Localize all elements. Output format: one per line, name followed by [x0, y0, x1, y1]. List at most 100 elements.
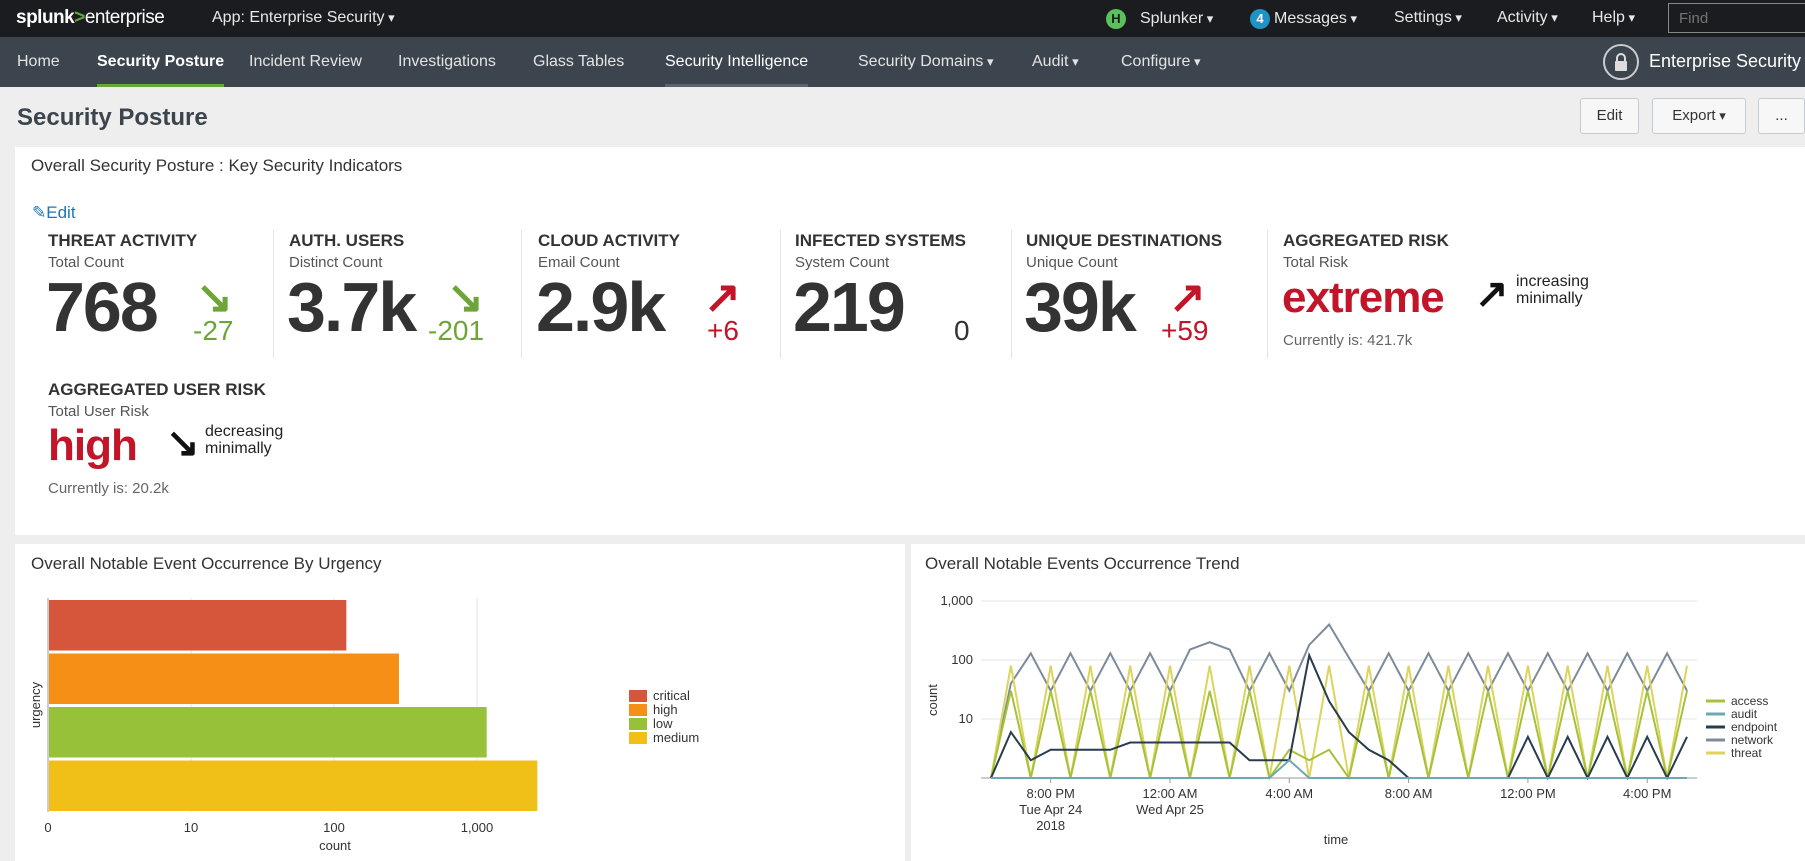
x-tick-label: 2018: [1036, 818, 1065, 833]
kpi-panel-title: Overall Security Posture : Key Security …: [31, 156, 403, 175]
trend-panel: [911, 544, 1805, 861]
arrow-down-right-icon: ↘: [196, 273, 233, 322]
aggregated-user-risk-level: high: [48, 421, 138, 470]
legend-label-network: network: [1731, 733, 1774, 747]
settings-menu[interactable]: Settings: [1394, 9, 1462, 27]
legend-label-audit: audit: [1731, 707, 1758, 721]
y-axis-label: count: [925, 684, 940, 716]
kpi-auth-users-delta: -201: [428, 315, 485, 346]
kpi-panel: [15, 147, 1805, 535]
x-axis-label: time: [1324, 832, 1349, 847]
kpi-unique-destinations-value: 39k: [1024, 268, 1137, 346]
legend-swatch-medium: [629, 732, 647, 744]
messages-menu[interactable]: 4 Messages: [1250, 9, 1357, 29]
legend-swatch-high: [629, 704, 647, 716]
kpi-divider: [1267, 230, 1268, 358]
kpi-threat-activity-delta: -27: [193, 315, 234, 346]
user-menu[interactable]: H Splunker: [1106, 9, 1213, 29]
find-input[interactable]: [1668, 3, 1805, 33]
help-menu[interactable]: Help: [1592, 9, 1635, 27]
kpi-divider: [780, 230, 781, 358]
user-avatar: H: [1106, 9, 1126, 29]
aggregated-user-risk-current: Currently is: 20.2k: [48, 480, 169, 497]
legend-label-threat: threat: [1731, 746, 1762, 760]
legend-label-high: high: [653, 702, 678, 717]
splunk-logo[interactable]: splunk>enterprise: [16, 7, 165, 28]
aggregated-user-risk-trend: decreasing minimally: [205, 423, 284, 457]
nav-security-intelligence[interactable]: Security Intelligence: [665, 53, 809, 87]
lock-icon: [1603, 44, 1639, 80]
kpi-cloud-activity[interactable]: CLOUD ACTIVITY Email Count: [538, 231, 680, 271]
legend-label-medium: medium: [653, 730, 699, 745]
x-tick-label: 100: [323, 820, 345, 835]
nav-home[interactable]: Home: [17, 53, 60, 70]
x-tick-label: 4:00 AM: [1265, 786, 1313, 801]
legend-swatch-low: [629, 718, 647, 730]
aggregated-risk-level: extreme: [1282, 273, 1445, 322]
kpi-cloud-activity-delta: +6: [707, 315, 739, 346]
export-button[interactable]: Export: [1652, 98, 1746, 134]
kpi-infected-systems[interactable]: INFECTED SYSTEMS System Count: [795, 231, 966, 271]
app-nav-bar: Home Security Posture Incident Review In…: [0, 37, 1805, 87]
aggregated-risk-trend: increasing minimally: [1516, 273, 1589, 307]
kpi-cloud-activity-value: 2.9k: [536, 268, 666, 346]
kpi-edit-link[interactable]: ✎Edit: [32, 203, 76, 222]
legend-swatch-critical: [629, 690, 647, 702]
legend-label-critical: critical: [653, 688, 690, 703]
nav-configure[interactable]: Configure: [1121, 53, 1201, 71]
legend-label-endpoint: endpoint: [1731, 720, 1778, 734]
es-brand: Enterprise Security: [1603, 44, 1801, 80]
y-tick-label: 100: [951, 652, 973, 667]
bar-critical: [49, 600, 347, 651]
x-tick-label: 12:00 AM: [1143, 786, 1198, 801]
kpi-infected-systems-delta: 0: [954, 315, 970, 346]
nav-incident-review[interactable]: Incident Review: [249, 53, 362, 70]
nav-investigations[interactable]: Investigations: [398, 53, 496, 70]
urgency-panel-title: Overall Notable Event Occurrence By Urge…: [31, 554, 382, 573]
kpi-threat-activity-value: 768: [46, 268, 159, 346]
nav-security-posture[interactable]: Security Posture: [97, 53, 225, 87]
arrow-up-right-icon: ↗: [1475, 272, 1509, 316]
more-button[interactable]: ...: [1758, 98, 1805, 134]
kpi-auth-users[interactable]: AUTH. USERS Distinct Count: [289, 231, 405, 271]
x-tick-label: 8:00 AM: [1385, 786, 1433, 801]
kpi-divider: [521, 230, 522, 358]
kpi-divider: [1011, 230, 1012, 358]
arrow-up-right-icon: ↗: [1169, 273, 1206, 322]
nav-audit[interactable]: Audit: [1032, 53, 1079, 71]
arrow-down-right-icon: ↘: [166, 421, 200, 465]
kpi-aggregated-risk[interactable]: AGGREGATED RISK Total Risk: [1283, 231, 1449, 271]
y-axis-label: urgency: [28, 681, 43, 728]
legend-label-low: low: [653, 716, 673, 731]
arrow-up-right-icon: ↗: [704, 273, 741, 322]
kpi-divider: [273, 230, 274, 358]
series-line-audit: [991, 758, 1687, 779]
kpi-aggregated-user-risk[interactable]: AGGREGATED USER RISK Total User Risk: [48, 380, 266, 420]
y-tick-label: 10: [959, 711, 973, 726]
edit-button[interactable]: Edit: [1580, 98, 1639, 134]
x-axis-label: count: [319, 838, 351, 853]
series-line-access: [990, 690, 1688, 781]
x-tick-label: 4:00 PM: [1623, 786, 1671, 801]
x-tick-label: 1,000: [461, 820, 494, 835]
kpi-unique-destinations-delta: +59: [1161, 315, 1209, 346]
nav-security-domains[interactable]: Security Domains: [858, 53, 994, 71]
app-menu[interactable]: App: Enterprise Security: [212, 9, 395, 27]
trend-panel-title: Overall Notable Events Occurrence Trend: [925, 554, 1240, 573]
kpi-auth-users-value: 3.7k: [287, 268, 417, 346]
kpi-threat-activity[interactable]: THREAT ACTIVITY Total Count: [48, 231, 198, 271]
arrow-down-right-icon: ↘: [447, 273, 484, 322]
nav-glass-tables[interactable]: Glass Tables: [533, 53, 625, 70]
series-line-endpoint: [990, 651, 1688, 781]
page-title: Security Posture: [17, 104, 208, 131]
pencil-icon: ✎: [32, 203, 47, 222]
bar-medium: [49, 760, 538, 811]
kpi-unique-destinations[interactable]: UNIQUE DESTINATIONS Unique Count: [1026, 231, 1223, 271]
urgency-bar-chart: 0 10 100 1,000 count urgency criticalhighlowme…: [28, 598, 699, 853]
x-tick-label: 12:00 PM: [1500, 786, 1556, 801]
top-bar: splunk>enterprise App: Enterprise Securi…: [0, 0, 1805, 37]
messages-count-badge: 4: [1250, 9, 1270, 29]
x-tick-label: 0: [44, 820, 51, 835]
activity-menu[interactable]: Activity: [1497, 9, 1558, 27]
